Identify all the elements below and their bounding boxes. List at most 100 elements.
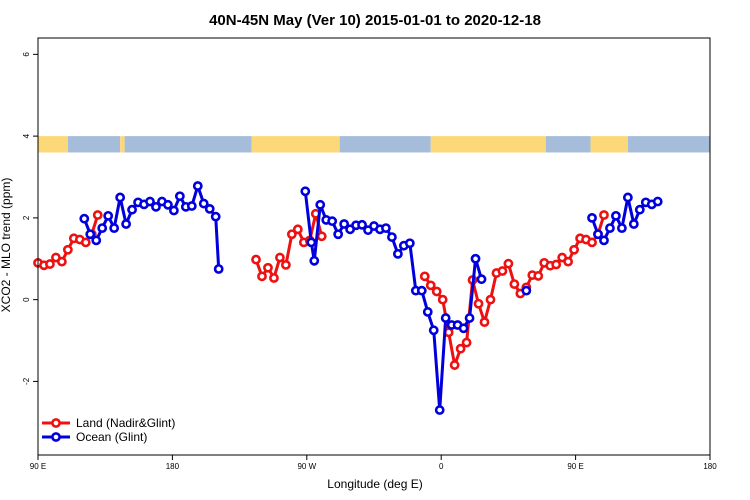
data-point — [461, 337, 472, 348]
data-point — [473, 298, 484, 309]
data-point — [551, 259, 562, 270]
legend-item-land: Land (Nadir&Glint) — [42, 416, 175, 430]
data-point — [45, 259, 55, 269]
strip-segment-ocean — [67, 136, 121, 153]
data-point — [422, 307, 433, 317]
land-ocean-strip — [38, 136, 710, 153]
data-point — [381, 223, 391, 234]
data-point — [458, 323, 469, 334]
y-tick-label: 4 — [22, 133, 31, 138]
data-point — [204, 203, 215, 214]
legend-marker — [51, 418, 61, 428]
strip-segment-ocean — [339, 136, 431, 153]
strip-segment-ocean — [627, 136, 710, 153]
x-tick-label: 90 W — [297, 462, 316, 471]
series-ocean — [79, 181, 663, 415]
strip-segment-ocean — [124, 136, 252, 153]
data-point — [163, 199, 173, 210]
y-axis-label: XCO2 - MLO trend (ppm) — [0, 178, 13, 313]
data-point — [79, 213, 90, 224]
data-point — [569, 244, 580, 255]
data-point — [269, 273, 279, 283]
strip-segment-land — [430, 136, 546, 153]
data-point — [186, 201, 197, 211]
data-point — [333, 229, 344, 240]
data-point — [292, 224, 303, 235]
data-point — [464, 313, 475, 323]
data-point — [62, 244, 73, 255]
data-point — [455, 343, 466, 354]
data-point — [485, 294, 496, 305]
data-point — [56, 256, 67, 267]
data-point — [419, 271, 430, 282]
data-point — [92, 210, 103, 220]
data-point — [605, 223, 615, 234]
data-point — [315, 199, 326, 210]
data-point — [275, 252, 285, 263]
data-point — [392, 248, 403, 259]
data-point — [616, 223, 627, 234]
data-point — [437, 294, 448, 305]
data-point — [151, 201, 161, 212]
legend-label: Ocean (Glint) — [76, 430, 147, 444]
data-point — [503, 258, 514, 269]
data-point — [599, 235, 609, 246]
data-point — [652, 196, 663, 207]
data-point — [509, 279, 520, 290]
x-tick-label: 180 — [703, 462, 717, 471]
data-point — [587, 237, 597, 248]
data-point — [251, 254, 261, 265]
data-point — [479, 317, 490, 328]
data-point — [428, 325, 439, 336]
strip-segment-land — [38, 136, 68, 153]
data-point — [257, 271, 267, 282]
data-point — [599, 210, 609, 220]
data-layer — [33, 181, 663, 415]
legend-label: Land (Nadir&Glint) — [76, 416, 175, 430]
chart-title: 40N-45N May (Ver 10) 2015-01-01 to 2020-… — [209, 12, 541, 29]
x-tick-label: 90 E — [30, 462, 46, 471]
data-point — [85, 229, 96, 240]
y-tick-label: 0 — [22, 297, 31, 302]
data-point — [115, 192, 126, 203]
data-point — [210, 211, 221, 222]
data-point — [434, 405, 445, 415]
x-tick-label: 180 — [166, 462, 180, 471]
data-point — [416, 285, 427, 296]
data-point — [470, 253, 481, 264]
data-point — [309, 255, 320, 266]
y-axis: -2 0 2 4 6 — [22, 52, 38, 385]
data-point — [440, 313, 451, 323]
data-point — [587, 212, 597, 223]
data-point — [97, 223, 108, 234]
data-point — [109, 223, 120, 234]
data-point — [198, 198, 209, 209]
data-point — [174, 191, 185, 202]
data-point — [300, 186, 311, 197]
strip-segment-land — [251, 136, 340, 153]
data-point — [192, 181, 203, 191]
data-point — [168, 205, 179, 216]
data-point — [286, 229, 297, 240]
y-tick-label: 2 — [22, 215, 31, 220]
data-point — [103, 210, 114, 221]
legend-marker — [51, 432, 61, 442]
x-axis: 90 E 180 90 W 0 90 E 180 — [30, 455, 717, 471]
strip-segment-land — [120, 136, 125, 153]
strip-segment-ocean — [545, 136, 591, 153]
data-point — [563, 256, 574, 267]
y-tick-label: 6 — [22, 52, 31, 57]
data-point — [316, 231, 327, 242]
data-point — [425, 280, 436, 291]
legend: Land (Nadir&Glint)Ocean (Glint) — [42, 416, 175, 444]
data-point — [533, 271, 544, 281]
x-axis-label: Longitude (deg E) — [327, 477, 422, 491]
data-point — [121, 219, 132, 229]
data-point — [357, 219, 367, 230]
data-point — [622, 192, 633, 203]
plot-frame — [37, 37, 711, 456]
data-point — [327, 216, 338, 227]
data-point — [628, 219, 639, 229]
x-tick-label: 0 — [439, 462, 444, 471]
data-point — [127, 204, 137, 215]
